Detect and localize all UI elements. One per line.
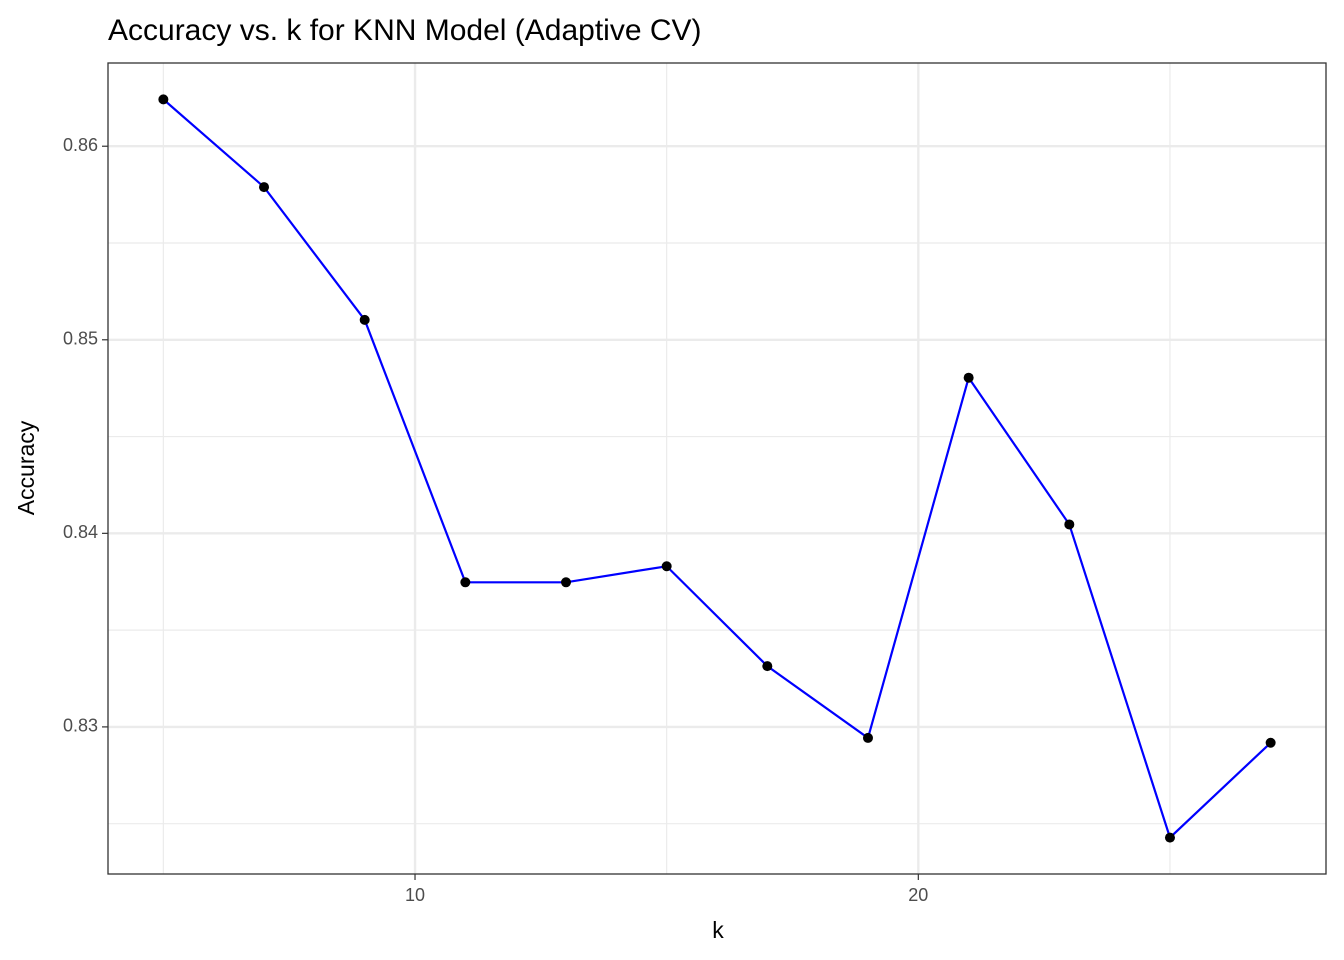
point	[661, 561, 672, 572]
y-axis-label: Accuracy	[13, 420, 39, 515]
line	[162, 98, 1272, 840]
point	[259, 182, 270, 193]
y-tick-label: 0.84	[63, 522, 98, 542]
point	[460, 577, 471, 588]
panel-border	[107, 62, 1327, 875]
y-tick-label: 0.86	[63, 135, 98, 155]
point	[862, 732, 873, 743]
point	[561, 577, 572, 588]
point	[158, 94, 169, 105]
point	[963, 372, 974, 383]
x-tick-label: 10	[405, 885, 425, 905]
point	[1265, 737, 1276, 748]
x-tick-label: 20	[908, 885, 928, 905]
point	[1064, 519, 1075, 530]
y-tick-label: 0.85	[63, 329, 98, 349]
x-axis-label: k	[712, 917, 724, 943]
y-tick-label: 0.83	[63, 716, 98, 736]
point	[359, 314, 370, 325]
chart-title: Accuracy vs. k for KNN Model (Adaptive C…	[108, 14, 702, 47]
point	[762, 661, 773, 672]
point	[1164, 832, 1175, 843]
